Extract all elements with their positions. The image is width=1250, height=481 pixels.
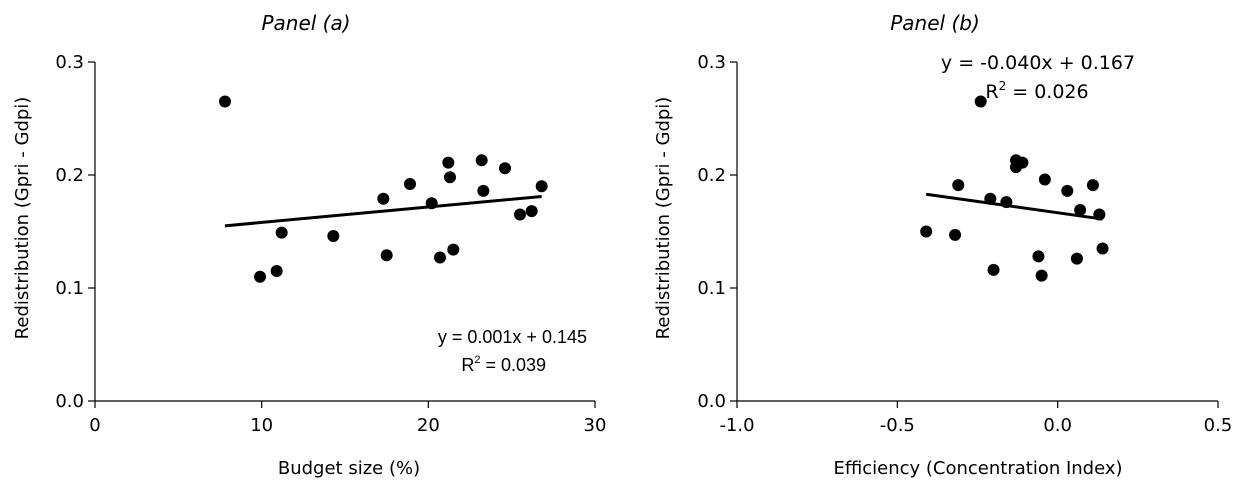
panel-b-data-point	[1070, 252, 1083, 265]
panel-a-r-squared-sup: 2	[474, 354, 480, 366]
panel-a-y-tick-label: 0.2	[55, 165, 84, 186]
panel-a-data-point	[475, 154, 488, 167]
panel-b-x-tick-label: -0.5	[880, 415, 915, 436]
panel-b-data-point	[1032, 250, 1045, 263]
panel-a-data-point	[447, 243, 460, 256]
panel-b-x-tick-label: 0.5	[1204, 415, 1233, 436]
panel-a-x-tick-label: 20	[417, 415, 440, 436]
panel-a-x-tick-label: 0	[89, 415, 100, 436]
panel-a-data-point	[535, 180, 548, 193]
panel-a-data-point	[477, 184, 490, 197]
panel-a-r-squared: R2 = 0.039	[461, 354, 546, 375]
panel-b-data-point	[1074, 204, 1087, 217]
panel-b-y-tick-label: 0.1	[697, 278, 726, 299]
panel-a-trendline	[224, 194, 542, 228]
panel-b-data-point	[1038, 173, 1051, 186]
panel-a-y-axis-label: Redistribution (Gpri - Gdpi)	[12, 97, 33, 340]
panel-b-r-squared-sup: 2	[999, 79, 1007, 93]
panel-a-data-point	[434, 251, 446, 264]
panel-a-points	[219, 95, 548, 283]
panel-b-r-squared-prefix: R	[985, 81, 998, 103]
panel-a-data-point	[425, 197, 438, 210]
panel-b-y-tick-label: 0.3	[697, 52, 726, 73]
panel-b-data-point	[1061, 184, 1074, 197]
panel-a-ticks: 0 10 20 30 0.0 0.1 0.2 0.3	[55, 52, 606, 436]
panel-a-y-tick-label: 0.1	[55, 278, 84, 299]
panel-a-data-point	[525, 205, 538, 218]
panel-b-x-tick-label: 0.0	[1043, 415, 1072, 436]
panel-b-title: Panel (b)	[890, 11, 980, 35]
panel-b-trendline	[925, 192, 1103, 221]
panel-b-data-point	[1093, 208, 1106, 221]
panel-b-x-axis-label: Efficiency (Concentration Index)	[833, 458, 1122, 479]
panel-b-data-point	[952, 179, 965, 192]
panel-a-data-point	[404, 178, 416, 191]
panel-a-x-tick-label: 30	[584, 415, 607, 436]
panel-b-r-squared: R2 = 0.026	[985, 79, 1088, 103]
panel-b-data-point	[1016, 156, 1029, 169]
panel-a-r-squared-prefix: R	[461, 355, 474, 375]
panel-a: Panel (a) Redistribution (Gpri - Gdpi) B…	[12, 11, 606, 479]
panel-a-title: Panel (a)	[261, 11, 350, 35]
panel-a-data-point	[514, 208, 526, 221]
panel-b: Panel (b) Redistribution (Gpri - Gdpi) E…	[653, 11, 1232, 479]
panel-b-ticks: -1.0 -0.5 0.0 0.5 0.0 0.1 0.2 0.3	[697, 52, 1232, 436]
panel-a-data-point	[219, 95, 231, 108]
panel-b-points	[920, 95, 1109, 282]
panel-a-x-tick-label: 10	[250, 415, 273, 436]
panel-a-data-point	[275, 226, 288, 239]
panel-b-data-point	[984, 192, 997, 205]
panel-b-data-point	[987, 263, 1000, 276]
panel-b-y-axis-label: Redistribution (Gpri - Gdpi)	[653, 97, 674, 340]
panel-b-data-point	[974, 95, 987, 108]
panel-b-data-point	[1096, 242, 1109, 255]
panel-b-data-point	[1086, 179, 1099, 192]
panel-a-data-point	[270, 265, 283, 278]
panel-b-equation: y = -0.040x + 0.167	[941, 52, 1135, 74]
panel-a-data-point	[327, 230, 340, 243]
panel-b-y-tick-label: 0.0	[697, 391, 726, 412]
panel-a-data-point	[444, 171, 456, 184]
panel-a-x-axis-label: Budget size (%)	[278, 458, 420, 479]
panel-a-data-point	[380, 249, 393, 262]
panel-b-x-tick-label: -1.0	[719, 415, 754, 436]
panel-a-data-point	[254, 270, 266, 283]
panel-a-y-tick-label: 0.0	[55, 391, 84, 412]
panel-a-r-squared-value: = 0.039	[480, 355, 546, 375]
panel-b-data-point	[1035, 269, 1048, 282]
panel-b-y-tick-label: 0.2	[697, 165, 726, 186]
panel-a-data-point	[442, 156, 455, 169]
panel-a-equation: y = 0.001x + 0.145	[438, 327, 587, 347]
panel-b-r-squared-value: = 0.026	[1006, 81, 1088, 103]
panel-b-data-point	[949, 228, 962, 241]
panel-b-data-point	[920, 225, 933, 238]
panel-a-data-point	[499, 162, 511, 175]
panel-a-y-tick-label: 0.3	[55, 52, 84, 73]
panel-b-data-point	[1000, 196, 1013, 209]
panel-a-data-point	[377, 192, 390, 205]
